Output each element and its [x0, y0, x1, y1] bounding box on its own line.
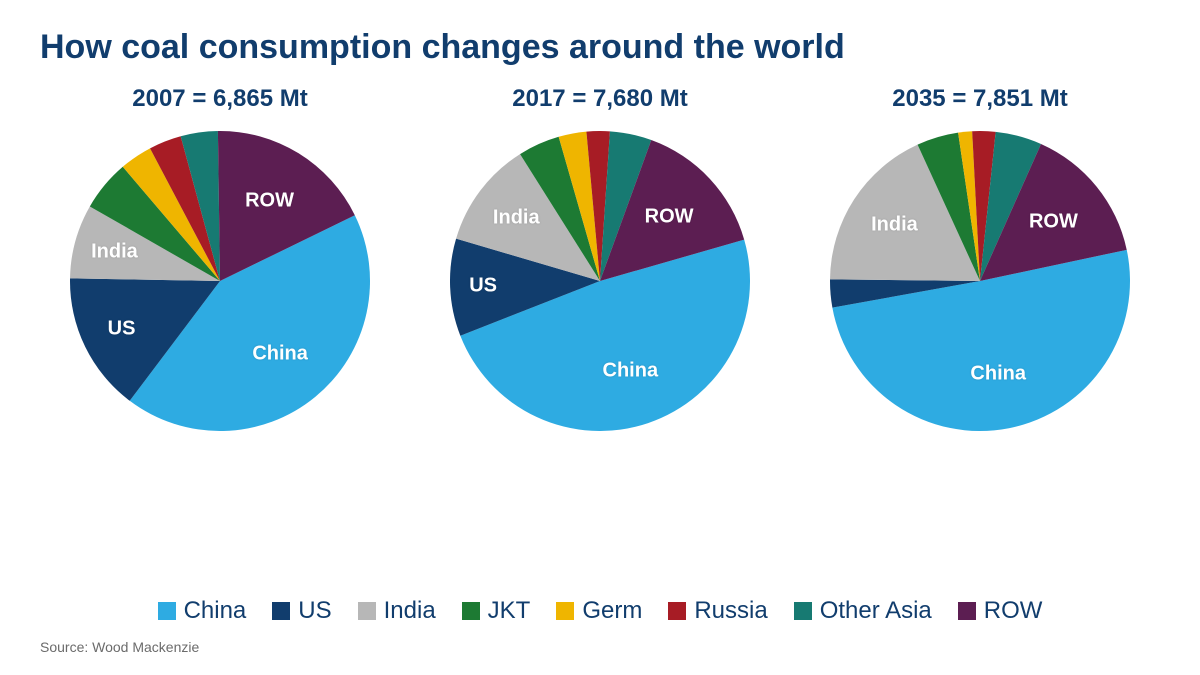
- legend-label-row: ROW: [984, 597, 1043, 625]
- pie-2017-canvas: ChinaUSIndiaROW: [450, 131, 750, 431]
- legend-item-jkt: JKT: [462, 597, 531, 625]
- legend-label-india: India: [384, 597, 436, 625]
- legend-swatch-germ: [556, 602, 574, 620]
- legend-label-other_asia: Other Asia: [820, 597, 932, 625]
- pie-2017-title: 2017 = 7,680 Mt: [512, 85, 687, 113]
- pie-2007-canvas: ChinaUSIndiaROW: [70, 131, 370, 431]
- pie-2035-title: 2035 = 7,851 Mt: [892, 85, 1067, 113]
- legend-swatch-russia: [668, 602, 686, 620]
- legend-item-india: India: [358, 597, 436, 625]
- pie-2035-canvas: ChinaIndiaROW: [830, 131, 1130, 431]
- legend-item-other_asia: Other Asia: [794, 597, 932, 625]
- legend-swatch-other_asia: [794, 602, 812, 620]
- legend-swatch-us: [272, 602, 290, 620]
- legend-swatch-row: [958, 602, 976, 620]
- legend-swatch-jkt: [462, 602, 480, 620]
- legend-swatch-india: [358, 602, 376, 620]
- legend: China US India JKT Germ Russia Other Asia ROW: [40, 597, 1160, 625]
- legend-item-china: China: [158, 597, 247, 625]
- legend-item-row: ROW: [958, 597, 1043, 625]
- legend-label-jkt: JKT: [488, 597, 531, 625]
- legend-label-china: China: [184, 597, 247, 625]
- legend-swatch-china: [158, 602, 176, 620]
- legend-label-us: US: [298, 597, 331, 625]
- pie-2007-title: 2007 = 6,865 Mt: [132, 85, 307, 113]
- legend-item-russia: Russia: [668, 597, 767, 625]
- pie-2035: 2035 = 7,851 Mt ChinaIndiaROW: [800, 85, 1160, 579]
- source-text: Source: Wood Mackenzie: [40, 639, 1160, 655]
- chart-page: How coal consumption changes around the …: [0, 0, 1200, 675]
- legend-label-germ: Germ: [582, 597, 642, 625]
- pie-2007: 2007 = 6,865 Mt ChinaUSIndiaROW: [40, 85, 400, 579]
- pie-2017: 2017 = 7,680 Mt ChinaUSIndiaROW: [420, 85, 780, 579]
- page-title: How coal consumption changes around the …: [40, 28, 1160, 67]
- charts-row: 2007 = 6,865 Mt ChinaUSIndiaROW 2017 = 7…: [40, 85, 1160, 579]
- legend-label-russia: Russia: [694, 597, 767, 625]
- legend-item-us: US: [272, 597, 331, 625]
- legend-item-germ: Germ: [556, 597, 642, 625]
